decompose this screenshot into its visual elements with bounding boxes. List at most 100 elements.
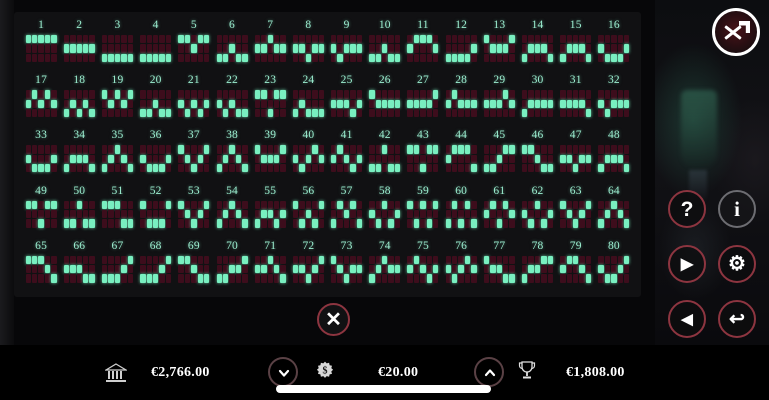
payline-cell[interactable]: 42	[366, 128, 404, 183]
payline-cell[interactable]: 53	[175, 184, 213, 239]
payline-cell[interactable]: 55	[251, 184, 289, 239]
payline-cell[interactable]: 33	[22, 128, 60, 183]
payline-cell[interactable]: 44	[442, 128, 480, 183]
payline-cell[interactable]: 62	[518, 184, 556, 239]
payline-cell[interactable]: 80	[595, 239, 633, 294]
payline-cell[interactable]: 24	[289, 73, 327, 128]
payline-cell[interactable]: 59	[404, 184, 442, 239]
payline-cell[interactable]: 40	[289, 128, 327, 183]
payline-cell[interactable]: 39	[251, 128, 289, 183]
payline-cell[interactable]: 43	[404, 128, 442, 183]
payline-dot-active	[254, 219, 261, 228]
payline-cell[interactable]: 71	[251, 239, 289, 294]
payline-number: 47	[569, 129, 582, 142]
payline-cell[interactable]: 57	[328, 184, 366, 239]
payline-cell[interactable]: 65	[22, 239, 60, 294]
payline-cell[interactable]: 48	[595, 128, 633, 183]
payline-dot-active	[140, 108, 146, 118]
sound-button[interactable]: ◀	[668, 300, 706, 338]
payline-cell[interactable]: 77	[480, 239, 518, 294]
payline-cell[interactable]: 23	[251, 73, 289, 128]
payline-cell[interactable]: 22	[213, 73, 251, 128]
payline-cell[interactable]: 16	[595, 18, 633, 73]
payline-cell[interactable]: 8	[289, 18, 327, 73]
payline-cell[interactable]: 69	[175, 239, 213, 294]
bet-increase-button[interactable]	[474, 357, 504, 387]
payline-cell[interactable]: 20	[137, 73, 175, 128]
payline-cell[interactable]: 68	[137, 239, 175, 294]
payline-cell[interactable]: 31	[557, 73, 595, 128]
payline-cell[interactable]: 17	[22, 73, 60, 128]
payline-cell[interactable]: 1	[22, 18, 60, 73]
payline-cell[interactable]: 72	[289, 239, 327, 294]
bet-decrease-button[interactable]	[268, 357, 298, 387]
payline-cell[interactable]: 63	[557, 184, 595, 239]
payline-cell[interactable]: 60	[442, 184, 480, 239]
payline-cell[interactable]: 34	[60, 128, 98, 183]
payline-cell[interactable]: 56	[289, 184, 327, 239]
payline-cell[interactable]: 2	[60, 18, 98, 73]
payline-cell[interactable]: 54	[213, 184, 251, 239]
payline-dot-inactive	[51, 108, 57, 118]
payline-cell[interactable]: 10	[366, 18, 404, 73]
info-button[interactable]: i	[718, 190, 756, 228]
payline-cell[interactable]: 35	[98, 128, 136, 183]
payline-cell[interactable]: 45	[480, 128, 518, 183]
payline-cell[interactable]: 12	[442, 18, 480, 73]
payline-cell[interactable]: 47	[557, 128, 595, 183]
back-button[interactable]: ↩	[718, 300, 756, 338]
payline-cell[interactable]: 5	[175, 18, 213, 73]
payline-cell[interactable]: 50	[60, 184, 98, 239]
payline-cell[interactable]: 28	[442, 73, 480, 128]
payline-cell[interactable]: 19	[98, 73, 136, 128]
payline-cell[interactable]: 38	[213, 128, 251, 183]
payline-dot-active	[229, 200, 235, 209]
payline-cell[interactable]: 67	[98, 239, 136, 294]
payline-cell[interactable]: 21	[175, 73, 213, 128]
payline-dot-active	[528, 219, 534, 228]
payline-cell[interactable]: 9	[328, 18, 366, 73]
payline-cell[interactable]: 58	[366, 184, 404, 239]
payline-cell[interactable]: 25	[328, 73, 366, 128]
payline-cell[interactable]: 51	[98, 184, 136, 239]
payline-cell[interactable]: 15	[557, 18, 595, 73]
payline-cell[interactable]: 46	[518, 128, 556, 183]
payline-cell[interactable]: 64	[595, 184, 633, 239]
payline-cell[interactable]: 74	[366, 239, 404, 294]
payline-cell[interactable]: 78	[518, 239, 556, 294]
payline-dot-active	[369, 209, 375, 219]
close-paylines-button[interactable]: ✕	[317, 303, 350, 336]
payline-cell[interactable]: 14	[518, 18, 556, 73]
payline-cell[interactable]: 41	[328, 128, 366, 183]
payline-cell[interactable]: 70	[213, 239, 251, 294]
payline-cell[interactable]: 66	[60, 239, 98, 294]
payline-cell[interactable]: 73	[328, 239, 366, 294]
payline-cell[interactable]: 7	[251, 18, 289, 73]
payline-cell[interactable]: 52	[137, 184, 175, 239]
play-button[interactable]: ▶	[668, 245, 706, 283]
payline-cell[interactable]: 18	[60, 73, 98, 128]
payline-cell[interactable]: 30	[518, 73, 556, 128]
help-button[interactable]: ?	[668, 190, 706, 228]
payline-cell[interactable]: 75	[404, 239, 442, 294]
payline-cell[interactable]: 49	[22, 184, 60, 239]
payline-cell[interactable]: 11	[404, 18, 442, 73]
payline-dot-inactive	[420, 209, 426, 219]
payline-cell[interactable]: 76	[442, 239, 480, 294]
payline-cell[interactable]: 79	[557, 239, 595, 294]
payline-cell[interactable]: 29	[480, 73, 518, 128]
payline-cell[interactable]: 4	[137, 18, 175, 73]
autoplay-stop-button[interactable]	[712, 8, 760, 56]
settings-button[interactable]: ⚙	[718, 245, 756, 283]
payline-cell[interactable]: 32	[595, 73, 633, 128]
payline-number: 79	[569, 239, 582, 252]
payline-cell[interactable]: 27	[404, 73, 442, 128]
payline-cell[interactable]: 36	[137, 128, 175, 183]
payline-cell[interactable]: 6	[213, 18, 251, 73]
payline-cell[interactable]: 26	[366, 73, 404, 128]
payline-cell[interactable]: 61	[480, 184, 518, 239]
payline-cell[interactable]: 13	[480, 18, 518, 73]
payline-cell[interactable]: 37	[175, 128, 213, 183]
bet-slider[interactable]	[276, 385, 491, 393]
payline-cell[interactable]: 3	[98, 18, 136, 73]
